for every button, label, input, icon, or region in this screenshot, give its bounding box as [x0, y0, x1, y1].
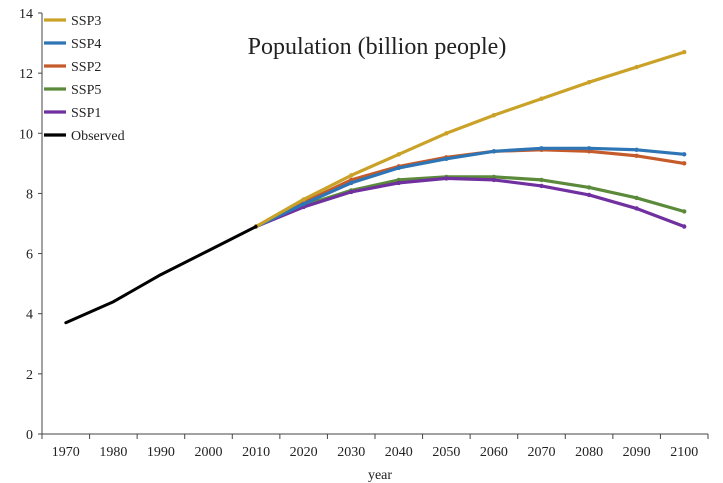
x-tick-label: 1990	[147, 445, 175, 460]
data-point-ssp3	[682, 49, 687, 55]
data-point-ssp1	[634, 206, 639, 211]
legend-label: SSP5	[71, 83, 101, 98]
x-axis: 1970 1980 1990 2000 2010 2020 2030 2040 2050 2060…	[41, 433, 709, 460]
y-tick-label: 2	[26, 368, 33, 383]
x-axis-title: year	[368, 468, 392, 483]
x-tick-label: 2090	[623, 445, 651, 460]
data-point-ssp1	[444, 176, 449, 181]
data-point-ssp5	[491, 174, 497, 180]
data-point-ssp1	[586, 192, 592, 198]
data-point-ssp4	[301, 201, 306, 207]
series-line-ssp3	[254, 50, 686, 229]
data-point-ssp2	[682, 161, 687, 166]
data-point-ssp1	[539, 183, 544, 189]
series-line-ssp4	[254, 146, 686, 229]
series-layer	[64, 49, 687, 325]
data-point-ssp4	[396, 165, 401, 171]
x-tick-label: 2070	[528, 445, 556, 460]
data-point-ssp4	[444, 156, 449, 162]
legend-label: SSP4	[71, 37, 101, 52]
data-point-ssp5	[682, 209, 687, 214]
data-point-ssp5	[634, 195, 639, 201]
data-point-ssp5	[396, 177, 401, 183]
data-point-ssp3	[444, 131, 449, 136]
data-point-ssp4	[586, 146, 592, 151]
data-point-ssp5	[539, 177, 544, 183]
series-line-ssp2	[254, 148, 686, 229]
data-point-ssp1	[682, 224, 687, 229]
data-point-ssp1	[396, 180, 401, 186]
legend-label: SSP3	[71, 14, 101, 29]
x-tick-label: 2010	[242, 445, 270, 460]
y-tick-label: 14	[19, 7, 33, 22]
data-point-ssp3	[301, 197, 306, 202]
legend-label: SSP1	[71, 106, 101, 121]
legend-label: SSP2	[71, 60, 101, 75]
x-tick-label: 1980	[99, 445, 127, 460]
y-tick-label: 12	[19, 67, 33, 82]
chart-title: Population (billion people)	[248, 34, 507, 60]
x-tick-label: 2020	[290, 445, 318, 460]
y-tick-label: 6	[26, 248, 33, 263]
legend: SSP3 SSP4 SSP2 SSP5 SSP1 Observed	[44, 14, 125, 144]
x-tick-label: 2000	[195, 445, 223, 460]
series-line-ssp1	[254, 176, 686, 229]
data-point-ssp2	[586, 149, 592, 154]
y-tick-label: 0	[26, 428, 33, 443]
data-point-ssp3	[491, 113, 497, 118]
data-point-ssp1	[491, 177, 497, 183]
data-point-ssp3	[634, 64, 639, 70]
data-point-ssp2	[634, 153, 639, 159]
y-tick-label: 4	[26, 308, 33, 323]
data-point-ssp4	[491, 149, 497, 154]
x-tick-label: 2060	[480, 445, 508, 460]
series-line-observed	[64, 225, 258, 325]
data-point-ssp1	[349, 189, 354, 195]
data-point-ssp4	[634, 147, 639, 153]
data-point-ssp4	[349, 180, 354, 186]
data-point-ssp3	[396, 152, 401, 157]
x-tick-label: 2040	[385, 445, 413, 460]
data-point-ssp5	[586, 185, 592, 190]
x-tick-label: 1970	[52, 445, 80, 460]
data-point-ssp3	[586, 79, 592, 85]
y-tick-label: 10	[19, 127, 33, 142]
legend-label: Observed	[71, 129, 125, 144]
x-tick-label: 2030	[337, 445, 365, 460]
data-point-ssp3	[539, 96, 544, 101]
x-tick-label: 2100	[670, 445, 698, 460]
y-tick-label: 8	[26, 187, 33, 202]
data-point-ssp3	[349, 173, 354, 178]
data-point-ssp4	[539, 146, 544, 151]
data-point-ssp4	[682, 152, 687, 157]
y-axis: 0 2 4 6 8 10 12 14	[19, 7, 43, 443]
x-tick-label: 2080	[575, 445, 603, 460]
x-tick-label: 2050	[432, 445, 460, 460]
